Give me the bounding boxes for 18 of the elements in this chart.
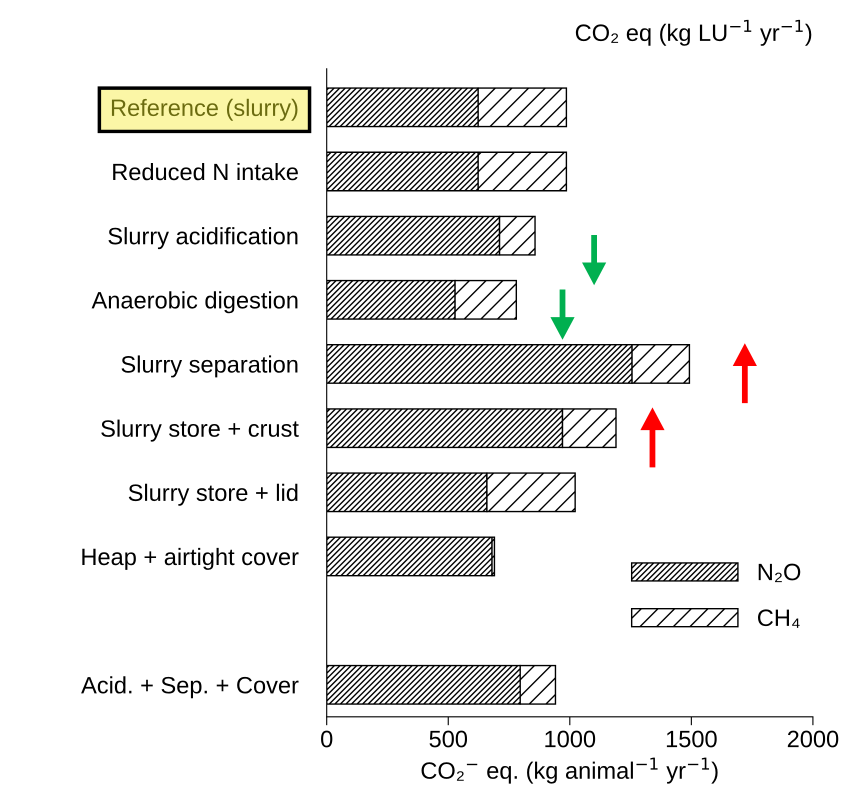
y-tick-label: Slurry store + crust xyxy=(101,420,299,442)
y-tick-label: Slurry acidification xyxy=(108,227,298,250)
y-tick-label: Acid. + Sep. + Cover xyxy=(81,676,299,698)
x-tick-label: 2000 xyxy=(788,730,838,748)
y-tick-label: Reference (slurry) xyxy=(112,98,298,121)
chart-title: CO₂ eq (kg LU$^{−1}$ yr$^{−1}$) xyxy=(576,20,812,46)
y-tick-label: Anaerobic digestion xyxy=(92,291,298,314)
x-tick-label: 1000 xyxy=(545,730,596,748)
y-tick-label: Slurry separation xyxy=(122,355,298,378)
x-tick-label: 1500 xyxy=(666,730,717,748)
x-tick-label: 0 xyxy=(321,730,332,748)
legend-label: CH₄ xyxy=(758,609,800,628)
legend-label: N₂O xyxy=(758,564,800,582)
x-tick-label: 500 xyxy=(430,730,468,748)
y-tick-label: Heap + airtight cover xyxy=(82,548,299,570)
y-tick-label: Slurry store + lid xyxy=(128,484,298,506)
x-axis-title: CO₂$^{−}$ eq. (kg animal$^{−1}$ yr$^{−1}$) xyxy=(422,758,718,784)
y-tick-label: Reduced N intake xyxy=(113,162,298,180)
